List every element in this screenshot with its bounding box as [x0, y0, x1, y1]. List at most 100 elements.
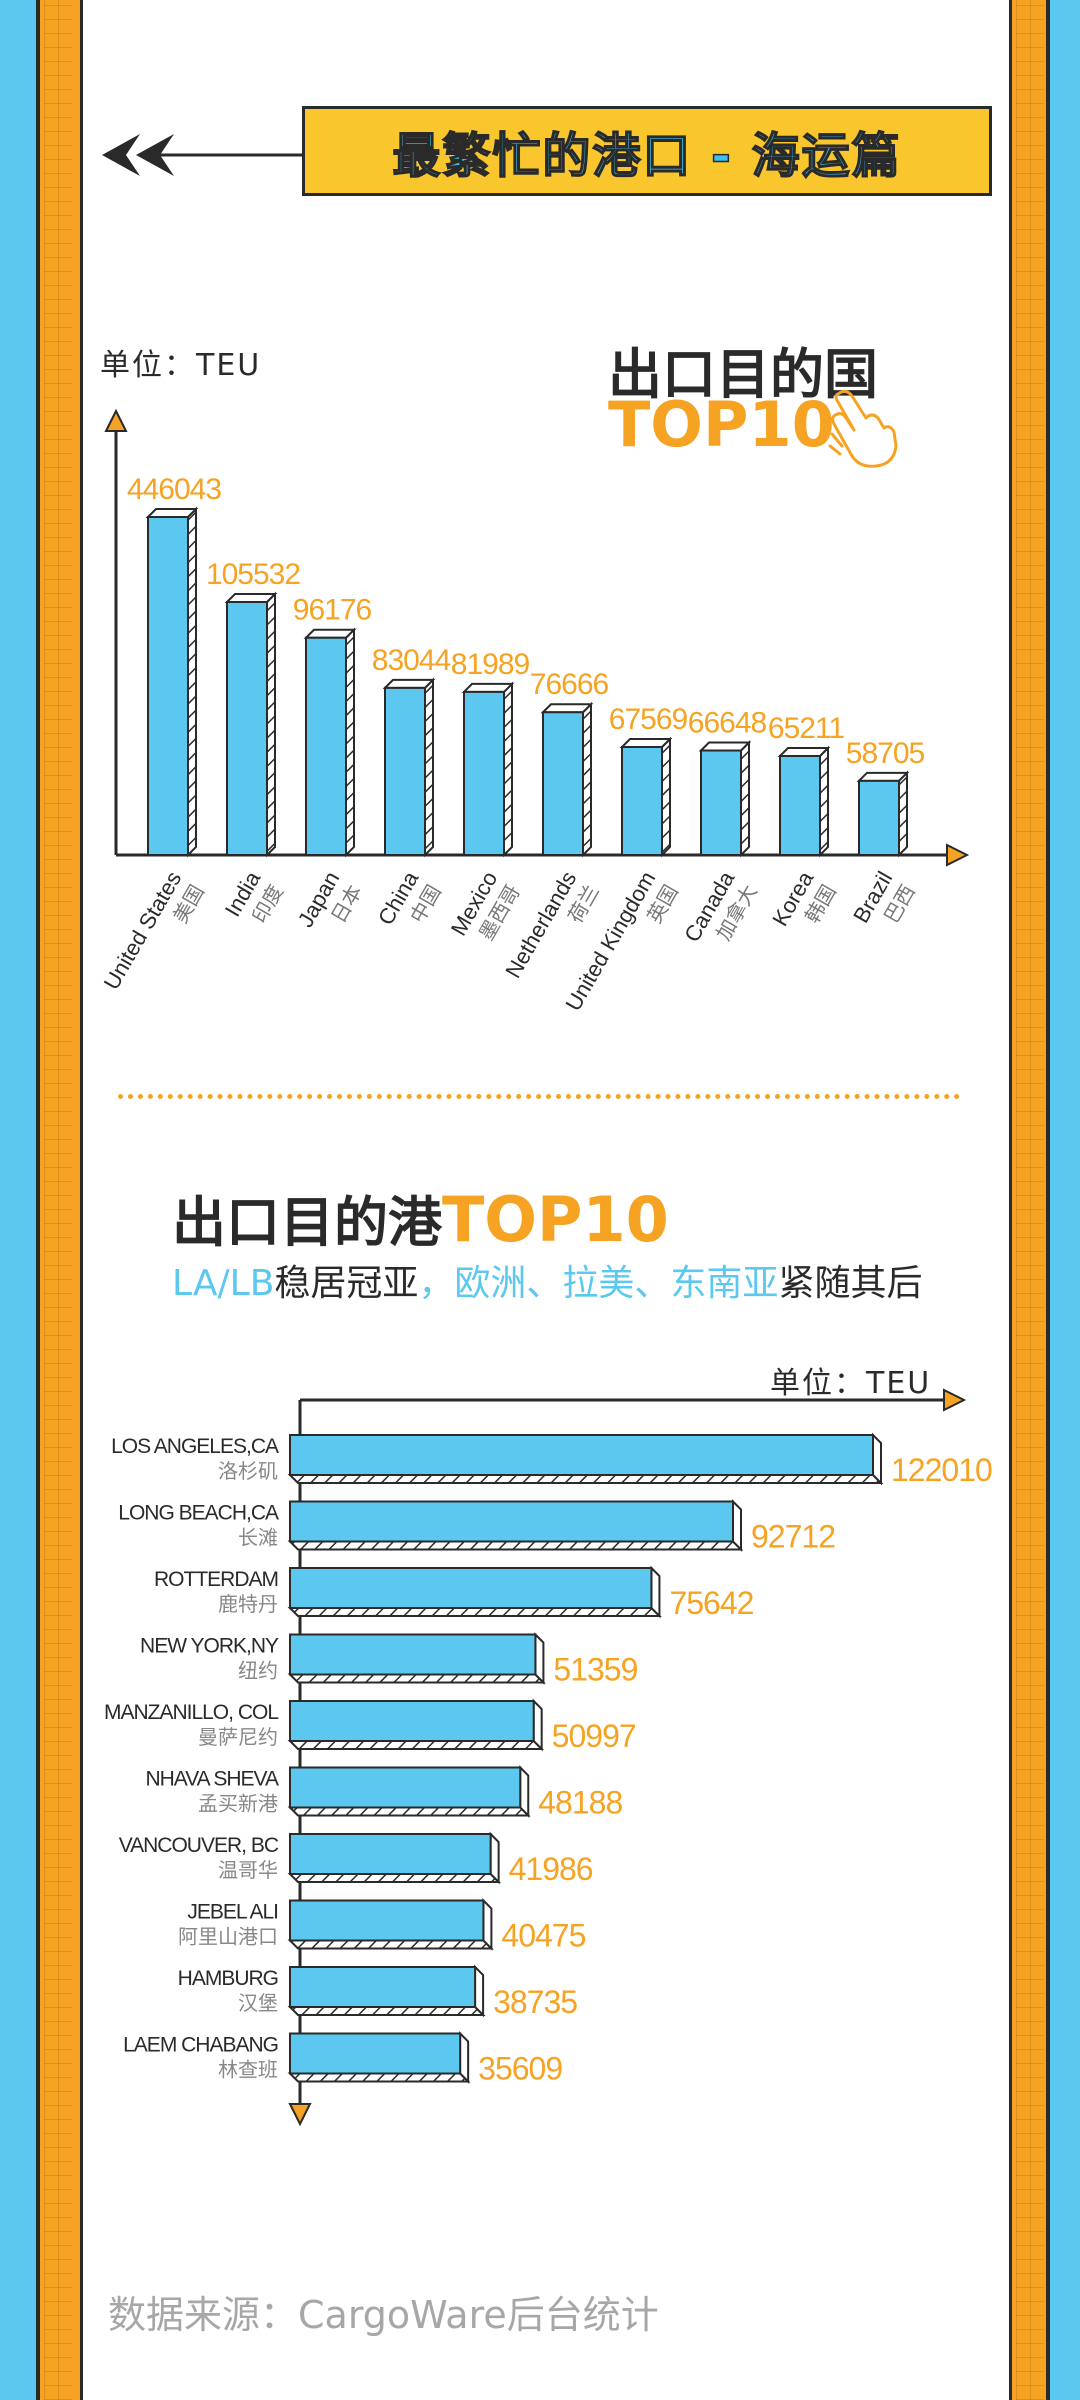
tick-label-cn: 汉堡: [238, 1991, 278, 2015]
bar-end: [532, 1698, 543, 1752]
data-source: 数据来源：CargoWare后台统计: [108, 2293, 659, 2337]
frame-grid-left: [44, 0, 72, 2400]
bar-end: [459, 2031, 470, 2084]
tick-label: JEBEL ALI: [187, 1901, 278, 1924]
bar-top: [461, 682, 515, 693]
chart1-title: 出口目的国: [608, 343, 878, 406]
bar: [289, 1766, 522, 1809]
frame-stripe-right: [1046, 0, 1050, 2400]
tick-label-cn: 林查班: [218, 2058, 278, 2082]
bar-bottom: [287, 1474, 884, 1484]
tick-label-cn: 阿里山港口: [178, 1925, 278, 1949]
subtitle-part-4: 紧随其后: [778, 1263, 923, 1304]
bar-bottom: [287, 1873, 502, 1883]
bar-bottom: [287, 1740, 545, 1750]
subtitle-part-3: ，欧洲、拉美、东南亚: [418, 1263, 779, 1304]
tick-label-cn: 纽约: [238, 1659, 278, 1683]
data-label: 48188: [538, 1785, 622, 1821]
bar-side: [740, 740, 750, 858]
tick-label: NHAVA SHEVA: [145, 1768, 279, 1791]
tick-label-cn: 鹿特丹: [218, 1592, 278, 1616]
data-label: 92712: [751, 1519, 835, 1555]
data-label: 83044: [372, 644, 451, 677]
bar-top: [540, 703, 594, 714]
data-label: 81989: [451, 648, 530, 681]
chart2-unit-label: 单位：TEU: [770, 1366, 932, 1401]
tick-label: LOS ANGELES,CA: [111, 1435, 279, 1458]
arrowhead-icon: [102, 134, 140, 176]
y-axis-arrow: [104, 408, 128, 432]
bar-side: [424, 677, 434, 858]
tick-label: MANZANILLO, COL: [104, 1701, 278, 1724]
bar: [463, 690, 505, 857]
chart2-title: 出口目的港TOP10: [172, 1178, 669, 1257]
bar: [700, 749, 742, 857]
data-label: 50997: [552, 1718, 636, 1754]
bar: [147, 516, 189, 856]
tick-label-cn: 洛杉矶: [218, 1459, 278, 1483]
bar: [858, 779, 900, 856]
bar-top: [856, 771, 910, 782]
bar-side: [898, 770, 908, 858]
bar: [226, 601, 268, 856]
tick-label: ROTTERDAM: [154, 1568, 278, 1591]
bar-top: [382, 678, 436, 689]
bar-side: [819, 745, 829, 858]
bar: [289, 1434, 874, 1476]
tick-label: NEW YORK,NY: [140, 1635, 279, 1658]
y-axis-arrow: [288, 2103, 312, 2127]
bar: [289, 2032, 462, 2075]
tick-label: LAEM CHABANG: [123, 2034, 278, 2057]
bar: [289, 1500, 735, 1543]
data-label: 105532: [206, 558, 300, 591]
bar: [779, 755, 821, 856]
bar-bottom: [287, 1673, 546, 1684]
tick-label: VANCOUVER, BC: [119, 1834, 279, 1857]
bar: [305, 636, 347, 856]
bar: [289, 1700, 535, 1742]
bar-bottom: [287, 1939, 494, 1950]
pointing-hand-icon: [828, 389, 898, 468]
subtitle-part-1: LA/LB: [172, 1263, 275, 1304]
data-label: 96176: [293, 594, 372, 627]
data-label: 41986: [509, 1851, 593, 1887]
arrowhead-icon: [136, 134, 174, 176]
data-label: 51359: [553, 1652, 637, 1688]
bar-end: [650, 1565, 661, 1619]
bar-top: [777, 747, 831, 757]
tick-label-cn: 曼萨尼约: [198, 1725, 278, 1749]
bar: [289, 1833, 492, 1875]
content-panel: [80, 0, 1012, 2400]
chart2-subtitle: LA/LB稳居冠亚，欧洲、拉美、东南亚紧随其后: [172, 1254, 922, 1306]
data-label: 76666: [530, 668, 609, 701]
bar: [289, 1567, 653, 1609]
bar: [384, 686, 426, 857]
bar-end: [534, 1632, 545, 1685]
bar: [542, 711, 584, 856]
x-axis-arrow: [946, 843, 970, 867]
bar-side: [503, 681, 513, 858]
tick-label: HAMBURG: [178, 1967, 278, 1990]
data-label: 40475: [501, 1918, 585, 1954]
data-label: 122010: [891, 1452, 992, 1488]
chart1-unit-label: 单位：TEU: [100, 348, 262, 383]
bar-bottom: [287, 1806, 531, 1817]
bar-bottom: [287, 2006, 486, 2016]
bar-end: [482, 1898, 493, 1951]
title-banner: 最繁忙的港口 - 海运篇: [302, 106, 992, 196]
bar-end: [732, 1499, 743, 1552]
data-label: 66648: [688, 707, 767, 740]
tick-label: LONG BEACH,CA: [118, 1502, 279, 1525]
tick-label: Netherlands: [500, 867, 581, 982]
bar-side: [582, 701, 592, 858]
chart2-top10: TOP10: [442, 1183, 669, 1256]
bar-top: [145, 508, 199, 518]
tick-label-cn: 长滩: [238, 1526, 278, 1550]
subtitle-part-2: 稳居冠亚: [274, 1263, 419, 1304]
